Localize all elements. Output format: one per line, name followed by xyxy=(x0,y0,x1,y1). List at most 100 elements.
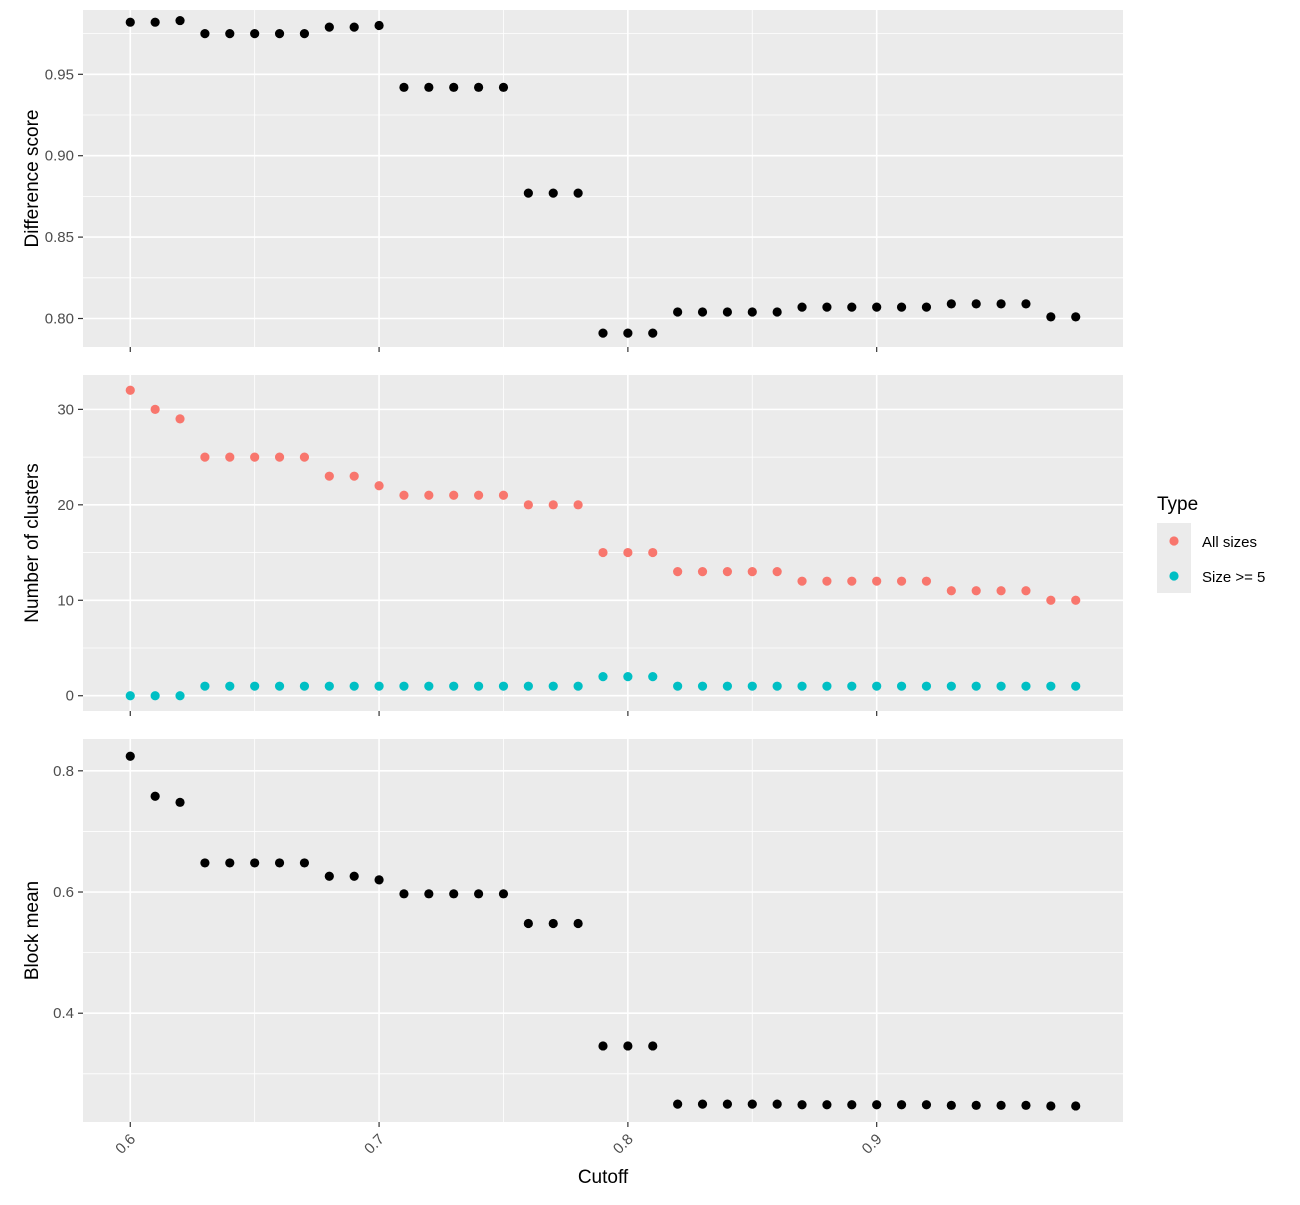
data-point-series xyxy=(822,1100,832,1110)
data-point-series xyxy=(1071,312,1081,322)
data-point-size-5 xyxy=(324,681,334,691)
data-point-series xyxy=(648,1041,658,1051)
data-point-series xyxy=(150,791,160,801)
data-point-series xyxy=(225,858,235,868)
data-point-series xyxy=(374,875,384,885)
data-point-all-sizes xyxy=(996,586,1006,596)
data-point-all-sizes xyxy=(150,404,160,414)
data-point-all-sizes xyxy=(299,452,310,462)
data-point-size-5 xyxy=(349,681,359,691)
data-point-series xyxy=(299,29,310,39)
data-point-size-5 xyxy=(274,681,285,691)
data-point-size-5 xyxy=(747,681,757,691)
data-point-size-5 xyxy=(250,681,260,691)
data-point-all-sizes xyxy=(374,481,384,491)
data-point-all-sizes xyxy=(747,567,757,577)
data-point-size-5 xyxy=(523,681,533,691)
data-point-series xyxy=(349,871,359,881)
data-point-size-5 xyxy=(722,681,733,691)
data-point-series xyxy=(324,871,334,881)
data-point-size-5 xyxy=(498,681,509,691)
data-point-series xyxy=(822,302,832,312)
y-tick-label: 0.90 xyxy=(45,148,74,165)
data-point-series xyxy=(847,1100,857,1110)
data-point-series xyxy=(673,1099,683,1109)
data-point-all-sizes xyxy=(648,547,658,558)
data-point-series xyxy=(175,15,185,26)
data-point-all-sizes xyxy=(623,547,633,558)
y-tick-label: 10 xyxy=(57,592,74,609)
data-point-series xyxy=(175,797,185,807)
data-point-series xyxy=(274,29,285,39)
panel-background xyxy=(83,10,1123,347)
y-tick-label: 0.8 xyxy=(53,763,74,780)
data-point-size-5 xyxy=(424,681,434,691)
data-point-series xyxy=(399,889,409,899)
legend-key-background xyxy=(1157,523,1191,593)
data-point-series xyxy=(548,918,558,929)
data-point-series xyxy=(473,82,484,92)
data-point-series xyxy=(648,328,658,338)
data-point-series xyxy=(250,29,260,39)
x-tick-label: 0.8 xyxy=(610,1131,637,1158)
data-point-all-sizes xyxy=(424,490,434,500)
data-point-series xyxy=(598,328,608,338)
panel-1: 0.80 0.85 0.90 0.95 Difference score xyxy=(22,10,1123,352)
data-point-size-5 xyxy=(225,681,235,691)
data-point-series xyxy=(1021,1100,1031,1110)
data-point-size-5 xyxy=(1046,681,1056,691)
data-point-size-5 xyxy=(673,681,683,691)
data-point-size-5 xyxy=(623,672,633,682)
data-point-series xyxy=(225,29,235,39)
data-point-all-sizes xyxy=(349,471,359,481)
data-point-series xyxy=(722,1099,733,1109)
x-tick-label: 0.7 xyxy=(361,1131,388,1158)
data-point-series xyxy=(374,20,384,31)
panel-2: 0 10 20 30 Number of clusters xyxy=(22,375,1123,716)
data-point-all-sizes xyxy=(473,490,484,500)
legend-title: Type xyxy=(1157,494,1198,515)
data-point-all-sizes xyxy=(324,471,334,481)
data-point-series xyxy=(299,858,310,868)
y-axis-title: Number of clusters xyxy=(22,463,43,622)
data-point-series xyxy=(523,188,533,198)
data-point-series xyxy=(324,22,334,32)
y-tick-label: 20 xyxy=(57,497,74,514)
data-point-series xyxy=(200,29,210,39)
data-point-all-sizes xyxy=(175,414,185,424)
data-point-all-sizes xyxy=(548,500,558,510)
data-point-all-sizes xyxy=(946,586,956,596)
data-point-series xyxy=(747,1099,757,1109)
data-point-all-sizes xyxy=(971,586,981,596)
panel-background xyxy=(83,739,1123,1122)
data-point-size-5 xyxy=(772,681,782,691)
panel-background xyxy=(83,375,1123,711)
data-point-size-5 xyxy=(872,681,882,691)
data-point-size-5 xyxy=(299,681,310,691)
data-point-series xyxy=(697,1099,708,1109)
data-point-size-5 xyxy=(822,681,832,691)
data-point-size-5 xyxy=(971,681,981,691)
legend-key-size-ge-5 xyxy=(1169,571,1179,581)
data-point-series xyxy=(449,82,459,92)
data-point-size-5 xyxy=(473,681,484,691)
data-point-series xyxy=(697,307,708,317)
data-point-series xyxy=(996,299,1006,309)
data-point-all-sizes xyxy=(921,576,932,586)
data-point-size-5 xyxy=(573,681,583,691)
data-point-size-5 xyxy=(374,681,384,691)
data-point-size-5 xyxy=(125,691,135,701)
data-point-all-sizes xyxy=(722,567,733,577)
data-point-all-sizes xyxy=(847,576,857,586)
data-point-series xyxy=(573,188,583,198)
data-point-series xyxy=(996,1100,1006,1110)
data-point-series xyxy=(200,858,210,868)
data-point-series xyxy=(623,328,633,338)
data-point-series xyxy=(673,307,683,317)
y-tick-label: 0.4 xyxy=(53,1005,74,1022)
data-point-series xyxy=(424,82,434,92)
data-point-series xyxy=(1046,1101,1056,1111)
x-axis-title: Cutoff xyxy=(578,1167,629,1188)
data-point-size-5 xyxy=(449,681,459,691)
data-point-all-sizes xyxy=(200,452,210,462)
